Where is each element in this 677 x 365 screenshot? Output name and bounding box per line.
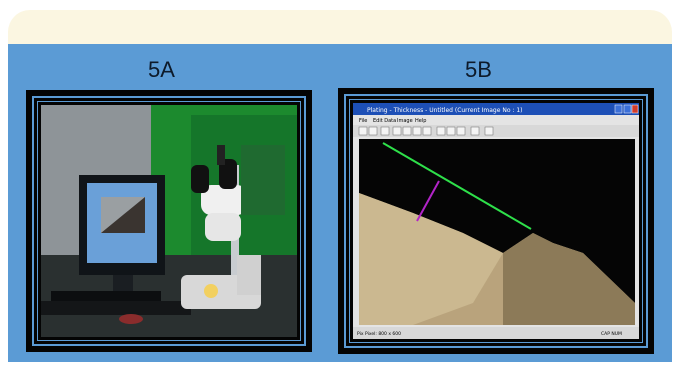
window-title: Plating - Thickness - Untitled (Current … bbox=[367, 107, 522, 114]
figure-5a-frame bbox=[26, 90, 312, 352]
frame-border-inner bbox=[349, 99, 643, 343]
frame-border bbox=[344, 94, 648, 348]
frame-border bbox=[32, 96, 306, 346]
frame-border-inner bbox=[37, 101, 301, 341]
microscope-software-icon: Plating - Thickness - Untitled (Current … bbox=[353, 103, 639, 339]
status-left: Pix Pixel: 800 x 600 bbox=[357, 331, 401, 337]
label-5b: 5B bbox=[465, 57, 492, 82]
menu-help: Help bbox=[415, 118, 426, 124]
figure-5a-photo bbox=[41, 105, 297, 337]
figure-5b-frame: Plating - Thickness - Untitled (Current … bbox=[338, 88, 654, 354]
menu-edit-data: Edit Data bbox=[373, 118, 396, 124]
figure-5b-screen: Plating - Thickness - Untitled (Current … bbox=[353, 103, 639, 339]
menu-image: Image bbox=[397, 118, 413, 124]
menu-file: File bbox=[359, 118, 367, 124]
label-5a: 5A bbox=[148, 57, 175, 82]
status-right: CAP NUM bbox=[601, 331, 622, 337]
microscope-workstation-icon bbox=[41, 105, 297, 337]
